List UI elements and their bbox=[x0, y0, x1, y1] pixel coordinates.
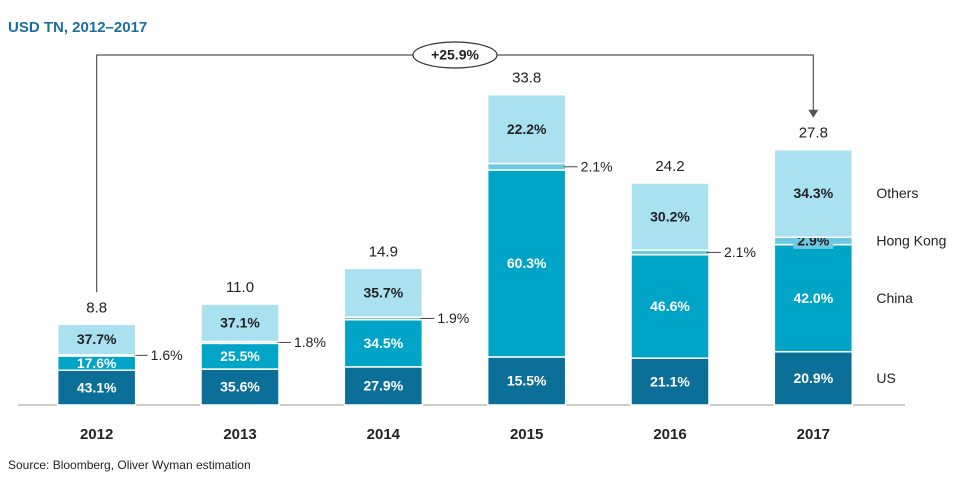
segment-label: 22.2% bbox=[507, 121, 547, 137]
source: Source: Bloomberg, Oliver Wyman estimati… bbox=[8, 458, 251, 472]
legend-label: Others bbox=[876, 185, 918, 201]
segment-label: 46.6% bbox=[650, 298, 690, 314]
segment-label: 15.5% bbox=[507, 373, 547, 389]
arrow-head bbox=[808, 109, 819, 118]
bar-segment bbox=[773, 350, 854, 406]
chart-title: USD TN, 2012–2017 bbox=[8, 19, 147, 36]
x-tick-label: 2015 bbox=[510, 426, 543, 443]
segment-label: 43.1% bbox=[77, 379, 117, 395]
segment-label: 1.9% bbox=[437, 310, 469, 326]
segment-label: 35.7% bbox=[363, 284, 403, 300]
segment-label: 21.1% bbox=[650, 373, 690, 389]
segment-label: 2.1% bbox=[581, 158, 613, 174]
legend-label: US bbox=[876, 370, 895, 386]
segment-label: 37.7% bbox=[77, 331, 117, 347]
segment-label: 27.9% bbox=[363, 378, 403, 394]
total-label: 8.8 bbox=[86, 299, 107, 316]
bar-segment bbox=[200, 342, 280, 370]
segment-label: 34.3% bbox=[793, 185, 833, 201]
segment-label: 30.2% bbox=[650, 208, 690, 224]
segment-label: 17.6% bbox=[77, 355, 117, 371]
bar-segment bbox=[56, 369, 137, 406]
x-tick-label: 2017 bbox=[797, 426, 830, 443]
segment-label: 2.1% bbox=[724, 244, 756, 260]
annotation: +25.9% bbox=[431, 47, 479, 63]
legend-label: Hong Kong bbox=[876, 233, 946, 249]
bar-segment bbox=[630, 253, 710, 359]
bar-segment bbox=[486, 93, 567, 165]
bar-segment bbox=[343, 267, 424, 318]
segment-label: 42.0% bbox=[793, 290, 833, 306]
total-label: 33.8 bbox=[512, 70, 541, 87]
bar-segment bbox=[630, 357, 710, 406]
bar-segment bbox=[200, 368, 280, 406]
x-tick-label: 2016 bbox=[653, 426, 686, 443]
segment-label: 20.9% bbox=[793, 370, 833, 386]
segment-label: 1.8% bbox=[294, 334, 326, 350]
x-tick-label: 2012 bbox=[80, 426, 113, 443]
bar-segment bbox=[630, 182, 710, 251]
bar-segment bbox=[486, 162, 567, 171]
segment-label: 34.5% bbox=[363, 335, 403, 351]
bar-segment bbox=[486, 169, 567, 358]
segment-label: 1.6% bbox=[151, 347, 183, 363]
segment-label: 35.6% bbox=[220, 379, 260, 395]
legend-label: China bbox=[876, 290, 913, 306]
total-label: 27.8 bbox=[799, 125, 828, 142]
bar-segment bbox=[773, 149, 854, 238]
bar-segment bbox=[200, 303, 280, 343]
bar-segment bbox=[773, 243, 854, 353]
annotation-bubble bbox=[412, 41, 498, 69]
total-label: 11.0 bbox=[226, 279, 254, 296]
segment-label: 25.5% bbox=[220, 348, 260, 364]
x-tick-label: 2014 bbox=[367, 426, 401, 443]
bar-segment bbox=[343, 318, 424, 368]
total-label: 24.2 bbox=[655, 158, 684, 175]
total-label: 14.9 bbox=[369, 243, 398, 260]
x-tick-label: 2013 bbox=[223, 426, 256, 443]
segment-label: 60.3% bbox=[507, 255, 547, 271]
segment-label: 37.1% bbox=[220, 315, 260, 331]
bar-segment bbox=[56, 323, 137, 356]
